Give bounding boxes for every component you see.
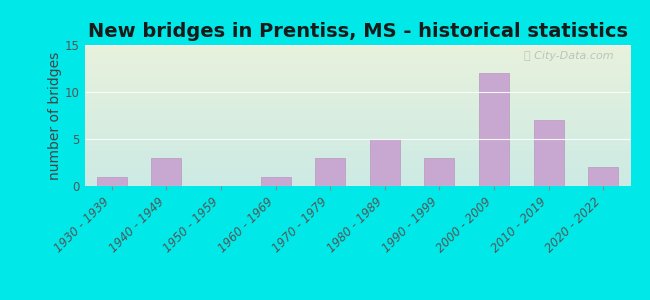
Y-axis label: number of bridges: number of bridges [48, 51, 62, 180]
Title: New bridges in Prentiss, MS - historical statistics: New bridges in Prentiss, MS - historical… [88, 22, 627, 41]
Bar [424, 158, 454, 186]
Bar [97, 177, 127, 186]
Bar [534, 120, 564, 186]
Text: Ⓢ City-Data.com: Ⓢ City-Data.com [525, 51, 614, 61]
Bar [151, 158, 181, 186]
Bar [370, 139, 400, 186]
Bar [315, 158, 345, 186]
Bar [588, 167, 618, 186]
Bar [261, 177, 291, 186]
Bar [479, 73, 509, 186]
